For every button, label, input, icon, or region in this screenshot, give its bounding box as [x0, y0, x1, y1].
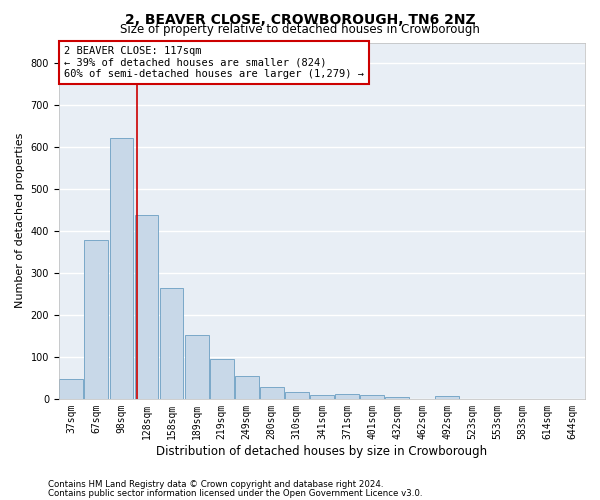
Text: 2 BEAVER CLOSE: 117sqm
← 39% of detached houses are smaller (824)
60% of semi-de: 2 BEAVER CLOSE: 117sqm ← 39% of detached… — [64, 46, 364, 80]
Bar — [335, 394, 359, 399]
Bar — [435, 396, 459, 399]
X-axis label: Distribution of detached houses by size in Crowborough: Distribution of detached houses by size … — [157, 444, 487, 458]
Y-axis label: Number of detached properties: Number of detached properties — [15, 133, 25, 308]
Text: Contains HM Land Registry data © Crown copyright and database right 2024.: Contains HM Land Registry data © Crown c… — [48, 480, 383, 489]
Bar — [310, 394, 334, 399]
Bar — [185, 335, 209, 399]
Bar — [59, 379, 83, 399]
Bar — [160, 288, 184, 399]
Bar — [360, 394, 384, 399]
Bar — [85, 240, 108, 399]
Bar — [235, 376, 259, 399]
Bar — [134, 215, 158, 399]
Text: 2, BEAVER CLOSE, CROWBOROUGH, TN6 2NZ: 2, BEAVER CLOSE, CROWBOROUGH, TN6 2NZ — [125, 12, 475, 26]
Text: Size of property relative to detached houses in Crowborough: Size of property relative to detached ho… — [120, 22, 480, 36]
Bar — [110, 138, 133, 399]
Text: Contains public sector information licensed under the Open Government Licence v3: Contains public sector information licen… — [48, 489, 422, 498]
Bar — [210, 359, 233, 399]
Bar — [285, 392, 309, 399]
Bar — [385, 396, 409, 399]
Bar — [260, 387, 284, 399]
